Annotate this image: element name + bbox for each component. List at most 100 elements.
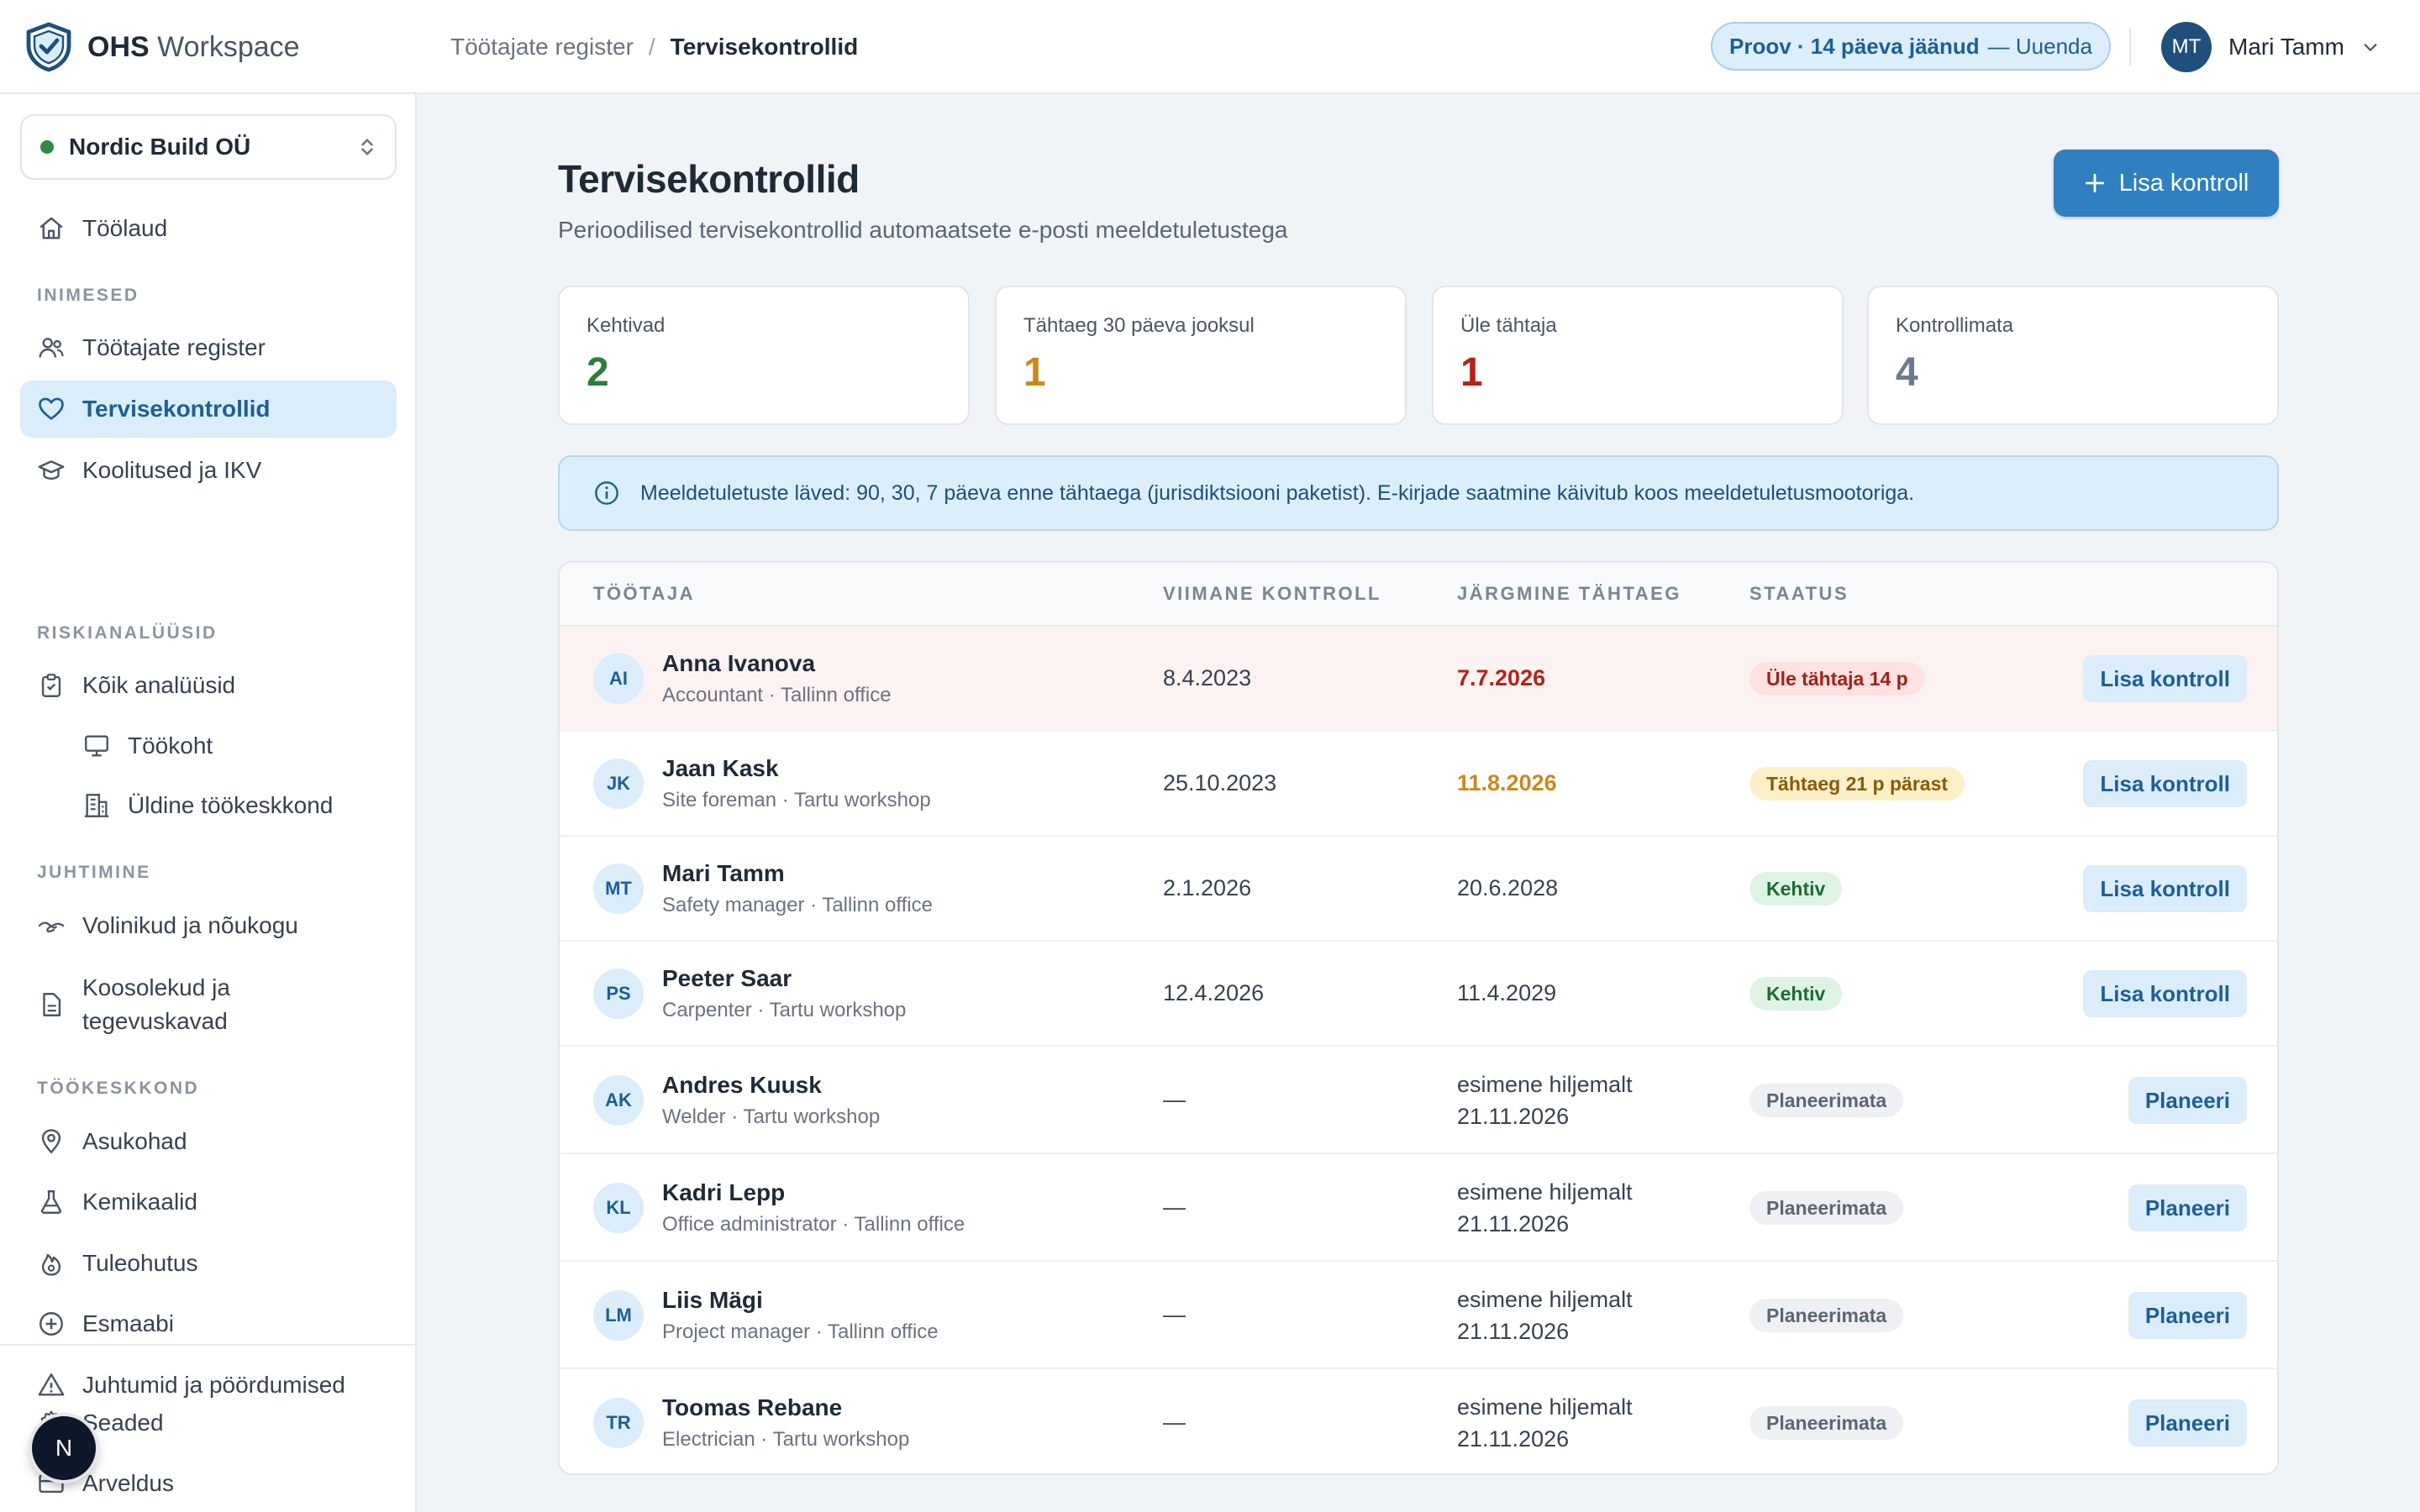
sidebar-item-training[interactable]: Koolitused ja IKV xyxy=(20,442,397,499)
plus-circle-icon xyxy=(39,1312,63,1336)
section-risk: RISKIANALÜÜSID xyxy=(37,623,218,643)
table-row[interactable]: JK Jaan Kask Site foreman · Tartu worksh… xyxy=(560,732,2277,837)
next-due-date: esimene hiljemalt 21.11.2026 xyxy=(1457,1072,1633,1129)
add-check-button[interactable]: Lisa kontroll xyxy=(2054,150,2279,217)
table-row[interactable]: AI Anna Ivanova Accountant · Tallinn off… xyxy=(560,627,2277,732)
last-check-date: 8.4.2023 xyxy=(1163,665,1252,690)
info-icon xyxy=(595,481,618,505)
document-icon xyxy=(43,993,61,1016)
next-due-date: esimene hiljemalt 21.11.2026 xyxy=(1457,1394,1633,1452)
employee-name: Kadri Lepp xyxy=(662,1179,786,1205)
building-icon xyxy=(84,794,109,817)
breadcrumb-parent[interactable]: Töötajate register xyxy=(450,34,634,60)
sidebar-item-dashboard[interactable]: Töölaud xyxy=(20,200,397,257)
employee-meta: Electrician · Tartu workshop xyxy=(662,1428,910,1451)
sidebar-item-general-environment[interactable]: Üldine töökeskkond xyxy=(20,777,397,834)
sidebar-item-workplace[interactable]: Töökoht xyxy=(20,717,397,774)
plan-button[interactable]: Planeeri xyxy=(2128,1077,2247,1124)
employee-avatar: MT xyxy=(593,864,644,914)
sidebar-item-label: Koolitused ja IKV xyxy=(82,457,262,483)
warning-icon xyxy=(38,1373,65,1396)
add-check-row-button[interactable]: Lisa kontroll xyxy=(2083,655,2247,702)
breadcrumb-current: Tervisekontrollid xyxy=(670,34,859,60)
trial-badge[interactable]: Proov · 14 päeva jäänud — Uuenda xyxy=(1711,22,2111,71)
last-check-date: — xyxy=(1163,1410,1186,1435)
last-check-date: 2.1.2026 xyxy=(1163,875,1252,900)
sidebar-item-incidents[interactable]: Juhtumid ja pöördumised xyxy=(20,1357,397,1414)
sidebar-item-employee-register[interactable]: Töötajate register xyxy=(20,319,397,376)
clipboard-icon xyxy=(41,674,61,697)
employee-name: Toomas Rebane xyxy=(662,1394,843,1420)
selector-icon xyxy=(361,139,373,155)
employee-avatar: AK xyxy=(593,1075,644,1126)
sidebar-item-chemicals[interactable]: Kemikaalid xyxy=(20,1173,397,1231)
stat-value: 4 xyxy=(1896,350,1918,395)
employee-name: Jaan Kask xyxy=(662,755,779,781)
org-name: Nordic Build OÜ xyxy=(69,134,251,160)
plan-button[interactable]: Planeeri xyxy=(2128,1399,2247,1446)
employee-name: Liis Mägi xyxy=(662,1287,763,1313)
sidebar-item-label: Tervisekontrollid xyxy=(82,396,271,422)
sidebar-item-label: Seaded xyxy=(82,1410,164,1436)
map-pin-icon xyxy=(41,1129,61,1154)
sidebar-item-health-checks[interactable]: Tervisekontrollid xyxy=(20,381,397,438)
add-check-label: Lisa kontroll xyxy=(2118,169,2249,197)
add-check-row-button[interactable]: Lisa kontroll xyxy=(2083,865,2247,912)
last-check-date: — xyxy=(1163,1087,1186,1112)
stat-label: Tähtaeg 30 päeva jooksul xyxy=(1023,314,1255,337)
flame-icon xyxy=(41,1253,61,1276)
status-badge: Planeerimata xyxy=(1749,1406,1904,1440)
sidebar-item-first-aid[interactable]: Esmaabi xyxy=(20,1295,397,1352)
handshake-icon xyxy=(38,921,65,932)
sidebar-item-label: Arveldus xyxy=(82,1470,174,1496)
employee-name: Anna Ivanova xyxy=(662,650,816,676)
user-avatar: MT xyxy=(2161,22,2212,72)
sidebar-item-billing[interactable]: Arveldus xyxy=(20,1455,397,1512)
last-check-date: — xyxy=(1163,1194,1186,1220)
sidebar-item-fire-safety[interactable]: Tuleohutus xyxy=(20,1235,397,1292)
health-checks-table: TÖÖTAJA VIIMANE KONTROLL JÄRGMINE TÄHTAE… xyxy=(558,561,2279,1475)
org-selector[interactable]: Nordic Build OÜ xyxy=(20,114,397,180)
user-menu[interactable]: MT Mari Tamm xyxy=(2161,22,2380,72)
next-due-date: 7.7.2026 xyxy=(1457,665,1546,690)
sidebar-item-meetings[interactable]: Koosolekud ja tegevuskavad xyxy=(20,968,397,1042)
employee-meta: Safety manager · Tallinn office xyxy=(662,894,933,916)
sidebar-item-label: Üldine töökeskkond xyxy=(128,792,334,818)
table-row[interactable]: PS Peeter Saar Carpenter · Tartu worksho… xyxy=(560,942,2277,1047)
table-row[interactable]: LM Liis Mägi Project manager · Tallinn o… xyxy=(560,1262,2277,1369)
sidebar-item-label: Juhtumid ja pöördumised xyxy=(82,1372,345,1398)
table-row[interactable]: KL Kadri Lepp Office administrator · Tal… xyxy=(560,1154,2277,1262)
table-row[interactable]: TR Toomas Rebane Electrician · Tartu wor… xyxy=(560,1369,2277,1473)
add-check-row-button[interactable]: Lisa kontroll xyxy=(2083,760,2247,807)
plan-button[interactable]: Planeeri xyxy=(2128,1292,2247,1339)
heart-icon xyxy=(39,397,64,420)
sidebar-item-label: Tuleohutus xyxy=(82,1250,198,1276)
add-check-row-button[interactable]: Lisa kontroll xyxy=(2083,970,2247,1017)
brand-logo[interactable]: OHS Workspace xyxy=(25,22,300,72)
sidebar-item-representatives[interactable]: Volinikud ja nõukogu xyxy=(20,897,397,954)
shield-logo-icon xyxy=(26,22,71,72)
column-header-next-due: JÄRGMINE TÄHTAEG xyxy=(1457,583,1681,604)
table-row[interactable]: MT Mari Tamm Safety manager · Tallinn of… xyxy=(560,837,2277,942)
floating-assistant-button[interactable]: N xyxy=(32,1416,96,1480)
status-badge: Planeerimata xyxy=(1749,1299,1904,1332)
next-due-date: 20.6.2028 xyxy=(1457,875,1559,900)
renew-link[interactable]: — Uuenda xyxy=(1987,33,2092,59)
graduation-cap-icon xyxy=(38,460,65,480)
sidebar-item-label: Koosolekud ja tegevuskavad xyxy=(82,974,230,1034)
sidebar-item-all-analyses[interactable]: Kõik analüüsid xyxy=(20,657,397,714)
sidebar-divider xyxy=(0,1344,415,1346)
page-subtitle: Perioodilised tervisekontrollid automaat… xyxy=(558,217,1288,243)
sidebar-item-settings[interactable]: Seaded xyxy=(20,1394,397,1452)
last-check-date: 25.10.2023 xyxy=(1163,770,1277,795)
employee-name: Peeter Saar xyxy=(662,965,792,991)
stat-card-overdue: Üle tähtaja 1 xyxy=(1432,286,1844,425)
status-badge: Tähtaeg 21 p pärast xyxy=(1749,767,1965,801)
table-row[interactable]: AK Andres Kuusk Welder · Tartu workshop … xyxy=(560,1047,2277,1154)
status-badge: Kehtiv xyxy=(1749,977,1843,1011)
employee-name: Mari Tamm xyxy=(662,860,785,886)
last-check-date: 12.4.2026 xyxy=(1163,980,1265,1005)
sidebar-item-locations[interactable]: Asukohad xyxy=(20,1113,397,1170)
plan-button[interactable]: Planeeri xyxy=(2128,1184,2247,1231)
sidebar-item-label: Töölaud xyxy=(82,215,168,241)
